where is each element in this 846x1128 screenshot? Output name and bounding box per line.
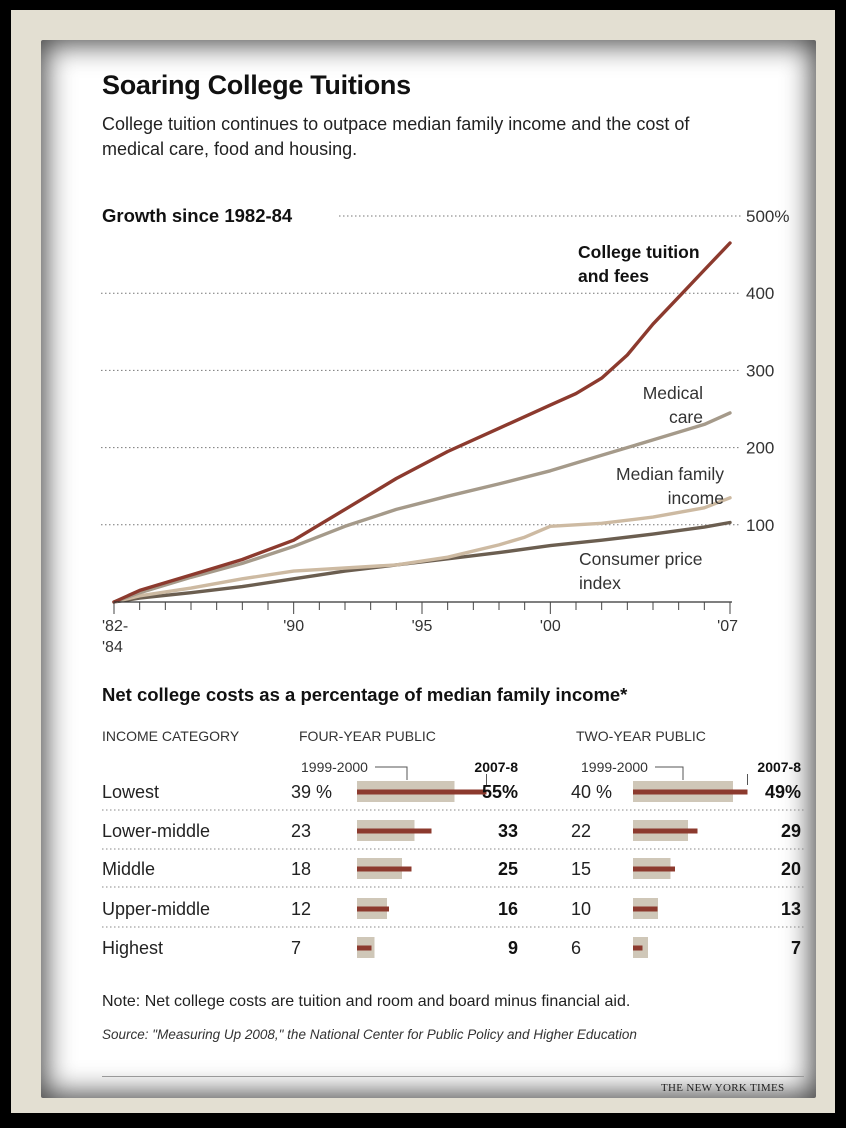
picture-frame: Soaring College Tuitions College tuition…: [11, 10, 835, 1113]
growth-chart-title: Growth since 1982-84: [102, 205, 293, 226]
x-tick-label: '00: [540, 618, 561, 635]
column-header: INCOME CATEGORY: [102, 728, 240, 744]
x-tick-label: '90: [283, 618, 304, 635]
new-value-label: 33: [498, 821, 518, 841]
year-leader: [655, 766, 684, 780]
old-value-label: 23: [291, 821, 311, 841]
year-leader: [375, 766, 408, 780]
series-line-1: [112, 411, 732, 604]
old-value-label: 39 %: [291, 782, 332, 802]
bar-new: [633, 828, 698, 834]
subtitle: College tuition continues to outpace med…: [102, 114, 690, 159]
y-tick-label: 400: [746, 284, 774, 303]
old-value-label: 22: [571, 821, 591, 841]
old-value-label: 10: [571, 899, 591, 919]
new-value-label: 13: [781, 899, 801, 919]
old-value-label: 7: [291, 938, 301, 958]
divider: [102, 1076, 804, 1077]
series-label: College tuition: [578, 242, 700, 262]
series-label: Median family: [616, 464, 724, 484]
x-tick-label: '82-: [102, 618, 128, 635]
bar-new: [357, 789, 487, 795]
cost-chart-title: Net college costs as a percentage of med…: [102, 684, 628, 705]
page-title: Soaring College Tuitions: [102, 70, 411, 100]
series-label: income: [668, 488, 724, 508]
old-value-label: 40 %: [571, 782, 612, 802]
series-label: Medical: [643, 383, 703, 403]
series-label: Consumer price: [579, 549, 703, 569]
column-header: TWO-YEAR PUBLIC: [576, 728, 706, 744]
category-label: Lowest: [102, 782, 159, 802]
year-label-old: 1999-2000: [581, 759, 648, 775]
net-cost-bar-chart: INCOME CATEGORY FOUR-YEAR PUBLIC TWO-YEAR …: [102, 728, 804, 958]
category-label: Upper-middle: [102, 899, 210, 919]
new-value-label: 16: [498, 899, 518, 919]
bar-new: [633, 789, 748, 795]
category-label: Highest: [102, 938, 163, 958]
year-label-new: 2007-8: [474, 759, 518, 775]
grid-lines: [101, 215, 741, 526]
year-label-new: 2007-8: [757, 759, 801, 775]
category-label: Middle: [102, 859, 155, 879]
series-line-2: [112, 496, 732, 604]
x-tick-label: '07: [717, 618, 738, 635]
category-label: Lower-middle: [102, 821, 210, 841]
y-tick-label: 500%: [746, 207, 789, 226]
axes: Growth since 1982-84 500% 400 300 200 100 '82-…: [102, 205, 789, 656]
new-value-label: 7: [791, 938, 801, 958]
x-tick-label: '95: [412, 618, 433, 635]
y-tick-label: 100: [746, 516, 774, 535]
source-line: Source: "Measuring Up 2008," the Nationa…: [102, 1027, 637, 1042]
bar-new: [357, 945, 372, 951]
new-value-label: 25: [498, 859, 518, 879]
column-header: FOUR-YEAR PUBLIC: [299, 728, 436, 744]
y-tick-label: 300: [746, 361, 774, 380]
series-label: index: [579, 573, 621, 593]
infographic-card: Soaring College Tuitions College tuition…: [41, 40, 816, 1098]
new-value-label: 20: [781, 859, 801, 879]
credit-logo: THE NEW YORK TIMES: [661, 1082, 785, 1094]
x-tick-label: '84: [102, 639, 123, 656]
new-value-label: 55%: [482, 782, 518, 802]
series-lines: [112, 241, 732, 604]
series-line-0: [112, 241, 732, 604]
series-labels: College tuition and fees Medical care Median…: [578, 242, 724, 593]
growth-line-chart: College tuition and fees Medical care Median…: [101, 205, 789, 656]
new-value-label: 49%: [765, 782, 801, 802]
old-value-label: 12: [291, 899, 311, 919]
bar-new: [633, 866, 675, 872]
bar-new: [633, 906, 658, 912]
old-value-label: 6: [571, 938, 581, 958]
footnote: Note: Net college costs are tuition and …: [102, 993, 631, 1010]
old-value-label: 15: [571, 859, 591, 879]
bar-new: [357, 866, 412, 872]
year-label-old: 1999-2000: [301, 759, 368, 775]
new-value-label: 9: [508, 938, 518, 958]
old-value-label: 18: [291, 859, 311, 879]
bar-new: [357, 828, 432, 834]
y-tick-label: 200: [746, 439, 774, 458]
series-label: and fees: [578, 266, 649, 286]
series-label: care: [669, 407, 703, 427]
bar-new: [633, 945, 643, 951]
bar-new: [357, 906, 389, 912]
new-value-label: 29: [781, 821, 801, 841]
